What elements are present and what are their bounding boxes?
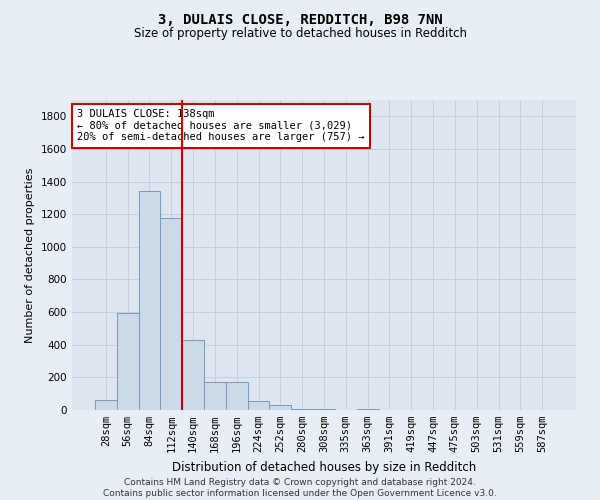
Y-axis label: Number of detached properties: Number of detached properties bbox=[25, 168, 35, 342]
Text: 3 DULAIS CLOSE: 138sqm
← 80% of detached houses are smaller (3,029)
20% of semi-: 3 DULAIS CLOSE: 138sqm ← 80% of detached… bbox=[77, 110, 365, 142]
Bar bbox=[117, 313, 139, 410]
Bar bbox=[269, 405, 291, 410]
X-axis label: Distribution of detached houses by size in Redditch: Distribution of detached houses by size … bbox=[172, 460, 476, 473]
Text: 3, DULAIS CLOSE, REDDITCH, B98 7NN: 3, DULAIS CLOSE, REDDITCH, B98 7NN bbox=[158, 12, 442, 26]
Bar bbox=[226, 382, 248, 410]
Bar bbox=[139, 190, 160, 410]
Bar bbox=[95, 400, 117, 410]
Bar bbox=[313, 409, 335, 410]
Bar bbox=[204, 382, 226, 410]
Bar bbox=[291, 409, 313, 410]
Text: Contains HM Land Registry data © Crown copyright and database right 2024.
Contai: Contains HM Land Registry data © Crown c… bbox=[103, 478, 497, 498]
Text: Size of property relative to detached houses in Redditch: Size of property relative to detached ho… bbox=[133, 28, 467, 40]
Bar bbox=[248, 401, 269, 410]
Bar bbox=[182, 340, 204, 410]
Bar bbox=[357, 409, 379, 410]
Bar bbox=[160, 218, 182, 410]
